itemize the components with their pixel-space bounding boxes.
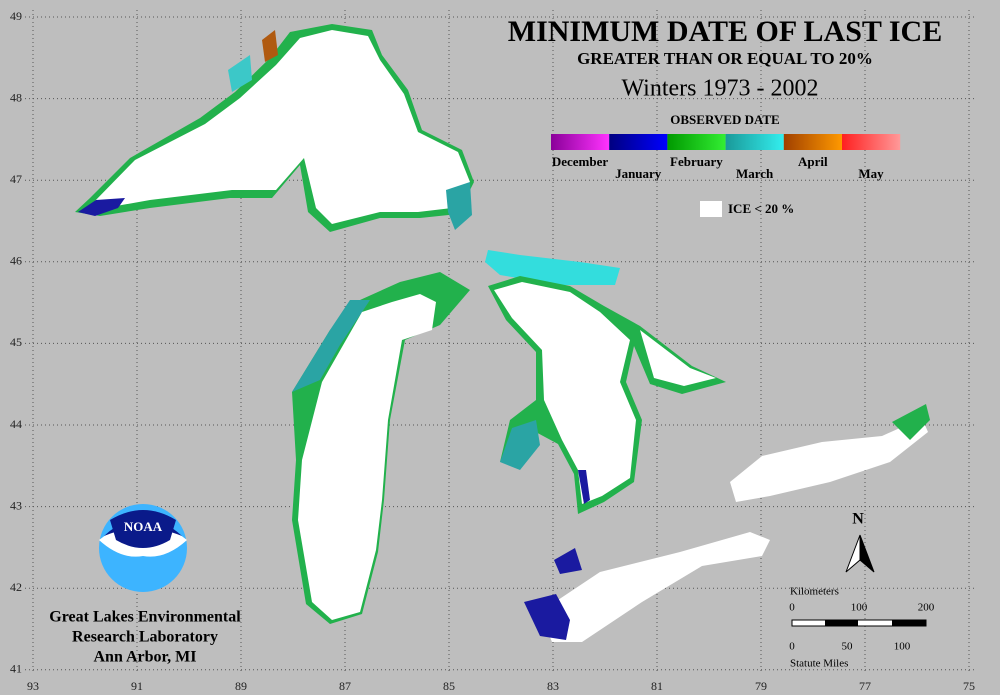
green-bay (292, 300, 370, 392)
longitude-label: 75 (963, 679, 975, 693)
longitude-label: 85 (443, 679, 455, 693)
month-label: April (798, 154, 828, 169)
credit-line: Great Lakes Environmental (49, 609, 241, 626)
latitude-label: 41 (10, 662, 22, 676)
lake-stclair (554, 548, 582, 574)
km-title: Kilometers (790, 586, 839, 598)
color-swatch (609, 134, 668, 150)
latitude-label: 46 (10, 254, 22, 268)
logo-text: NOAA (124, 519, 163, 534)
km-tick: 200 (918, 602, 935, 614)
title-block: MINIMUM DATE OF LAST ICE GREATER THAN OR… (508, 15, 942, 217)
graticule: 93 91 89 87 85 83 81 79 77 75 49 48 47 46 45 44 43 42 41 (10, 9, 975, 693)
latitude-label: 47 (10, 172, 22, 186)
mile-title: Statute Miles (790, 658, 848, 670)
latitude-label: 42 (10, 580, 22, 594)
lake-superior (92, 30, 470, 224)
subtitle: GREATER THAN OR EQUAL TO 20% (577, 49, 873, 68)
color-swatch (551, 134, 610, 150)
longitude-label: 83 (547, 679, 559, 693)
lake-huron (494, 282, 636, 504)
credit-line: Research Laboratory (72, 629, 218, 646)
month-label: March (736, 166, 774, 181)
noaa-logo: NOAA (99, 504, 187, 592)
latitude-label: 45 (10, 335, 22, 349)
km-tick: 100 (851, 602, 868, 614)
longitude-label: 91 (131, 679, 143, 693)
no-ice-label: ICE < 20 % (728, 201, 794, 216)
superior-north-edge (228, 55, 252, 92)
lakes (75, 24, 930, 642)
month-label: February (670, 154, 723, 169)
scale-bar: Kilometers Statute Miles 0 100 200 0 50 100 (789, 586, 935, 670)
erie-west-ice (524, 594, 570, 640)
longitude-label: 81 (651, 679, 663, 693)
superior-west-edge (78, 198, 125, 216)
latitude-label: 49 (10, 9, 22, 23)
period: Winters 1973 - 2002 (621, 76, 818, 102)
north-label: N (852, 511, 864, 528)
lake-ontario (730, 418, 928, 502)
latitude-label: 48 (10, 90, 22, 104)
no-ice-swatch (700, 201, 722, 217)
legend-title: OBSERVED DATE (670, 112, 779, 127)
latitude-label: 43 (10, 498, 22, 512)
mile-tick: 50 (842, 641, 854, 653)
huron-edge (578, 470, 590, 504)
longitude-label: 77 (859, 679, 871, 693)
superior-east-edge (446, 182, 472, 230)
longitude-label: 93 (27, 679, 39, 693)
km-tick: 0 (789, 602, 795, 614)
mile-tick: 100 (894, 641, 911, 653)
month-label: December (552, 154, 609, 169)
ontario-east-ice (892, 404, 930, 440)
lake-erie (540, 532, 770, 642)
month-label: May (858, 166, 884, 181)
longitude-label: 89 (235, 679, 247, 693)
longitude-label: 87 (339, 679, 351, 693)
georgian-bay (640, 330, 716, 386)
color-swatch (667, 134, 726, 150)
credit-line: Ann Arbor, MI (94, 649, 197, 666)
color-swatch (783, 134, 842, 150)
lake-michigan (298, 294, 436, 620)
month-label: January (615, 166, 662, 181)
superior-nipigon (262, 30, 278, 62)
color-swatch (842, 134, 901, 150)
longitude-label: 79 (755, 679, 767, 693)
latitude-label: 44 (10, 417, 22, 431)
north-arrow: N (845, 511, 875, 573)
saginaw-bay (500, 420, 540, 470)
north-channel (485, 250, 620, 285)
title: MINIMUM DATE OF LAST ICE (508, 15, 942, 48)
color-swatch (725, 134, 784, 150)
legend: December January February March April May (551, 134, 901, 181)
mile-tick: 0 (789, 641, 795, 653)
